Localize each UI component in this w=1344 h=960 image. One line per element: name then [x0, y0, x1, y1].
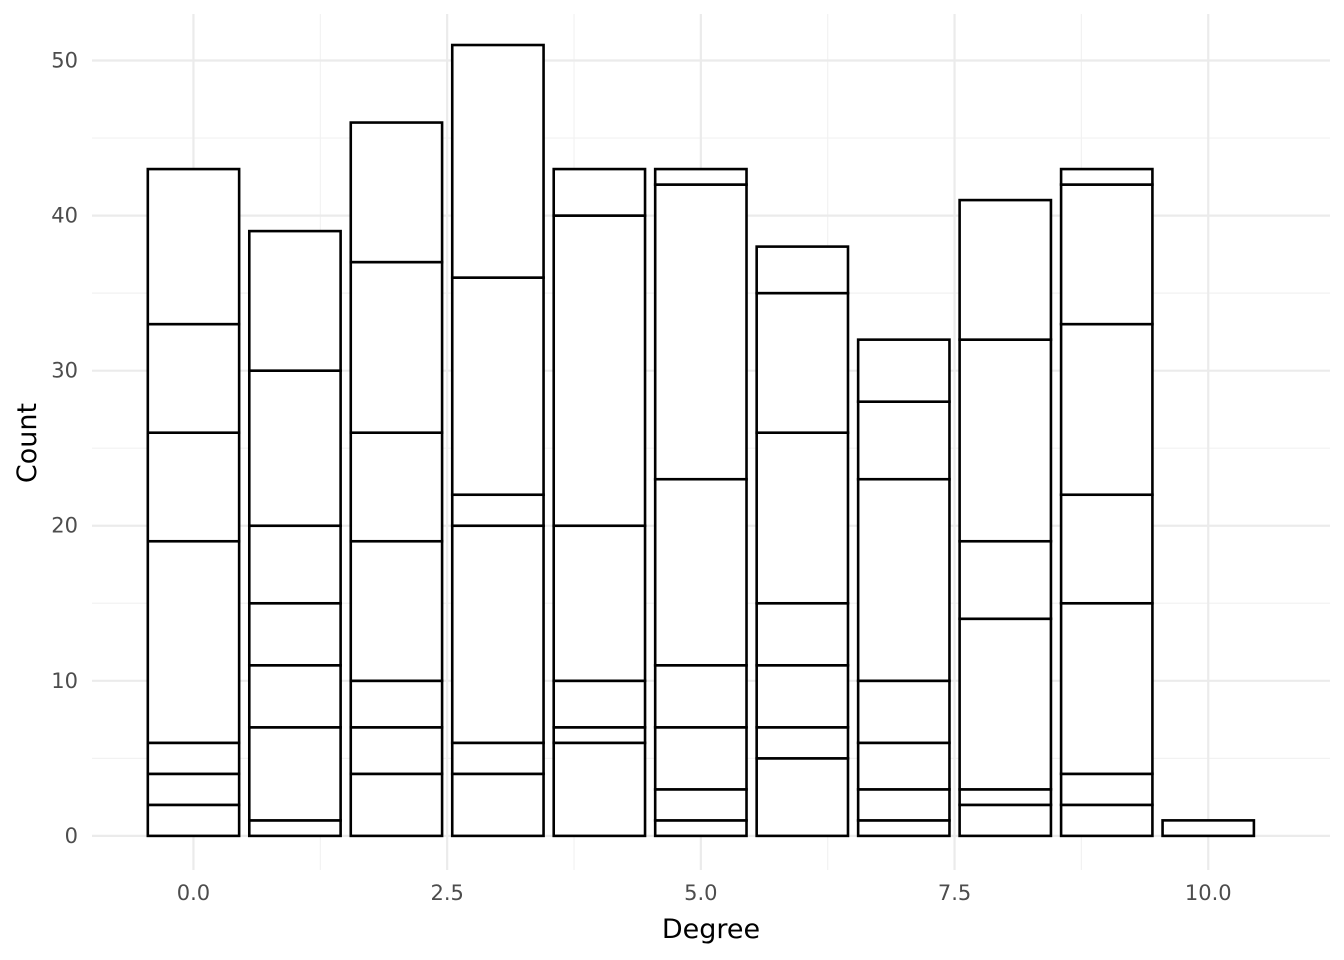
bar-segment	[653, 726, 748, 791]
bar-9	[1059, 167, 1154, 838]
bar-segment	[247, 601, 342, 667]
bar-segment	[349, 431, 444, 543]
bar-segment	[349, 772, 444, 838]
bar-segment	[653, 664, 748, 729]
bar-segment	[247, 819, 342, 838]
bar-segment	[856, 679, 951, 745]
bar-segment	[450, 493, 545, 528]
bar-segment	[146, 741, 241, 776]
x-tick-label: 10.0	[1185, 881, 1232, 905]
bar-segment	[1059, 601, 1154, 776]
bar-segment	[146, 167, 241, 326]
bar-2	[349, 121, 444, 838]
bar-segment	[958, 788, 1053, 807]
y-tick-label: 0	[65, 824, 78, 848]
bar-segment	[450, 43, 545, 279]
bar-segment	[856, 741, 951, 791]
bar-5	[653, 167, 748, 838]
bar-1	[247, 229, 342, 838]
bar-segment	[349, 539, 444, 683]
bar-segment	[958, 803, 1053, 838]
y-tick-label: 10	[51, 669, 78, 693]
bar-segment	[1059, 803, 1154, 838]
bar-segment	[552, 214, 647, 528]
bar-segment	[349, 726, 444, 776]
bar-7	[856, 338, 951, 838]
bar-segment	[653, 167, 748, 186]
bar-segment	[1059, 493, 1154, 605]
y-tick-label: 50	[51, 49, 78, 73]
bar-segment	[653, 788, 748, 822]
bar-segment	[856, 338, 951, 403]
bar-3	[450, 43, 545, 838]
x-tick-label: 2.5	[430, 881, 463, 905]
bar-segment	[958, 338, 1053, 543]
bar-segment	[958, 539, 1053, 621]
bar-4	[552, 167, 647, 838]
bar-segment	[1059, 322, 1154, 497]
bar-segment	[1161, 819, 1256, 838]
bar-segment	[247, 229, 342, 372]
bar-segment	[755, 291, 850, 434]
bar-segment	[552, 167, 647, 217]
bar-segment	[1059, 772, 1154, 807]
bar-segment	[856, 400, 951, 481]
y-axis-title: Count	[12, 403, 43, 483]
bar-segment	[247, 726, 342, 822]
bar-segment	[349, 260, 444, 434]
bar-segment	[653, 183, 748, 481]
bar-segment	[1059, 167, 1154, 186]
bar-segment	[653, 477, 748, 667]
bar-segment	[552, 524, 647, 683]
bar-segment	[247, 664, 342, 729]
y-tick-label: 30	[51, 359, 78, 383]
bar-segment	[349, 679, 444, 729]
bar-segment	[450, 741, 545, 776]
bar-segment	[856, 477, 951, 683]
y-tick-label: 40	[51, 204, 78, 228]
x-tick-label: 0.0	[177, 881, 210, 905]
bar-segment	[552, 679, 647, 729]
bar-segment	[755, 757, 850, 838]
bar-10	[1161, 819, 1256, 838]
bar-segment	[146, 431, 241, 543]
bar-segment	[450, 772, 545, 838]
bar-0	[146, 167, 241, 838]
bar-segment	[755, 245, 850, 295]
bar-segment	[653, 819, 748, 838]
bar-segment	[146, 772, 241, 807]
bar-segment	[146, 803, 241, 838]
x-axis-ticks: 0.0 2.5 5.0 7.5 10.0	[177, 881, 1232, 905]
y-tick-label: 20	[51, 514, 78, 538]
bar-segment	[958, 198, 1053, 341]
bars	[146, 43, 1256, 838]
bar-segment	[755, 431, 850, 605]
bar-6	[755, 245, 850, 838]
bar-segment	[755, 726, 850, 760]
bar-segment	[755, 664, 850, 729]
bar-segment	[247, 369, 342, 528]
bar-segment	[450, 524, 545, 745]
bar-segment	[552, 726, 647, 745]
bar-segment	[552, 741, 647, 838]
x-tick-label: 7.5	[938, 881, 971, 905]
x-axis-title: Degree	[662, 914, 760, 945]
bar-segment	[146, 322, 241, 434]
bar-segment	[247, 524, 342, 605]
bar-segment	[349, 121, 444, 264]
bar-segment	[146, 539, 241, 745]
y-axis-ticks: 0 10 20 30 40 50	[51, 49, 78, 848]
bar-segment	[450, 276, 545, 497]
bar-segment	[958, 617, 1053, 791]
bar-segment	[755, 601, 850, 667]
bar-segment	[856, 788, 951, 822]
x-tick-label: 5.0	[684, 881, 717, 905]
bar-segment	[856, 819, 951, 838]
bar-segment	[1059, 183, 1154, 326]
bar-8	[958, 198, 1053, 838]
